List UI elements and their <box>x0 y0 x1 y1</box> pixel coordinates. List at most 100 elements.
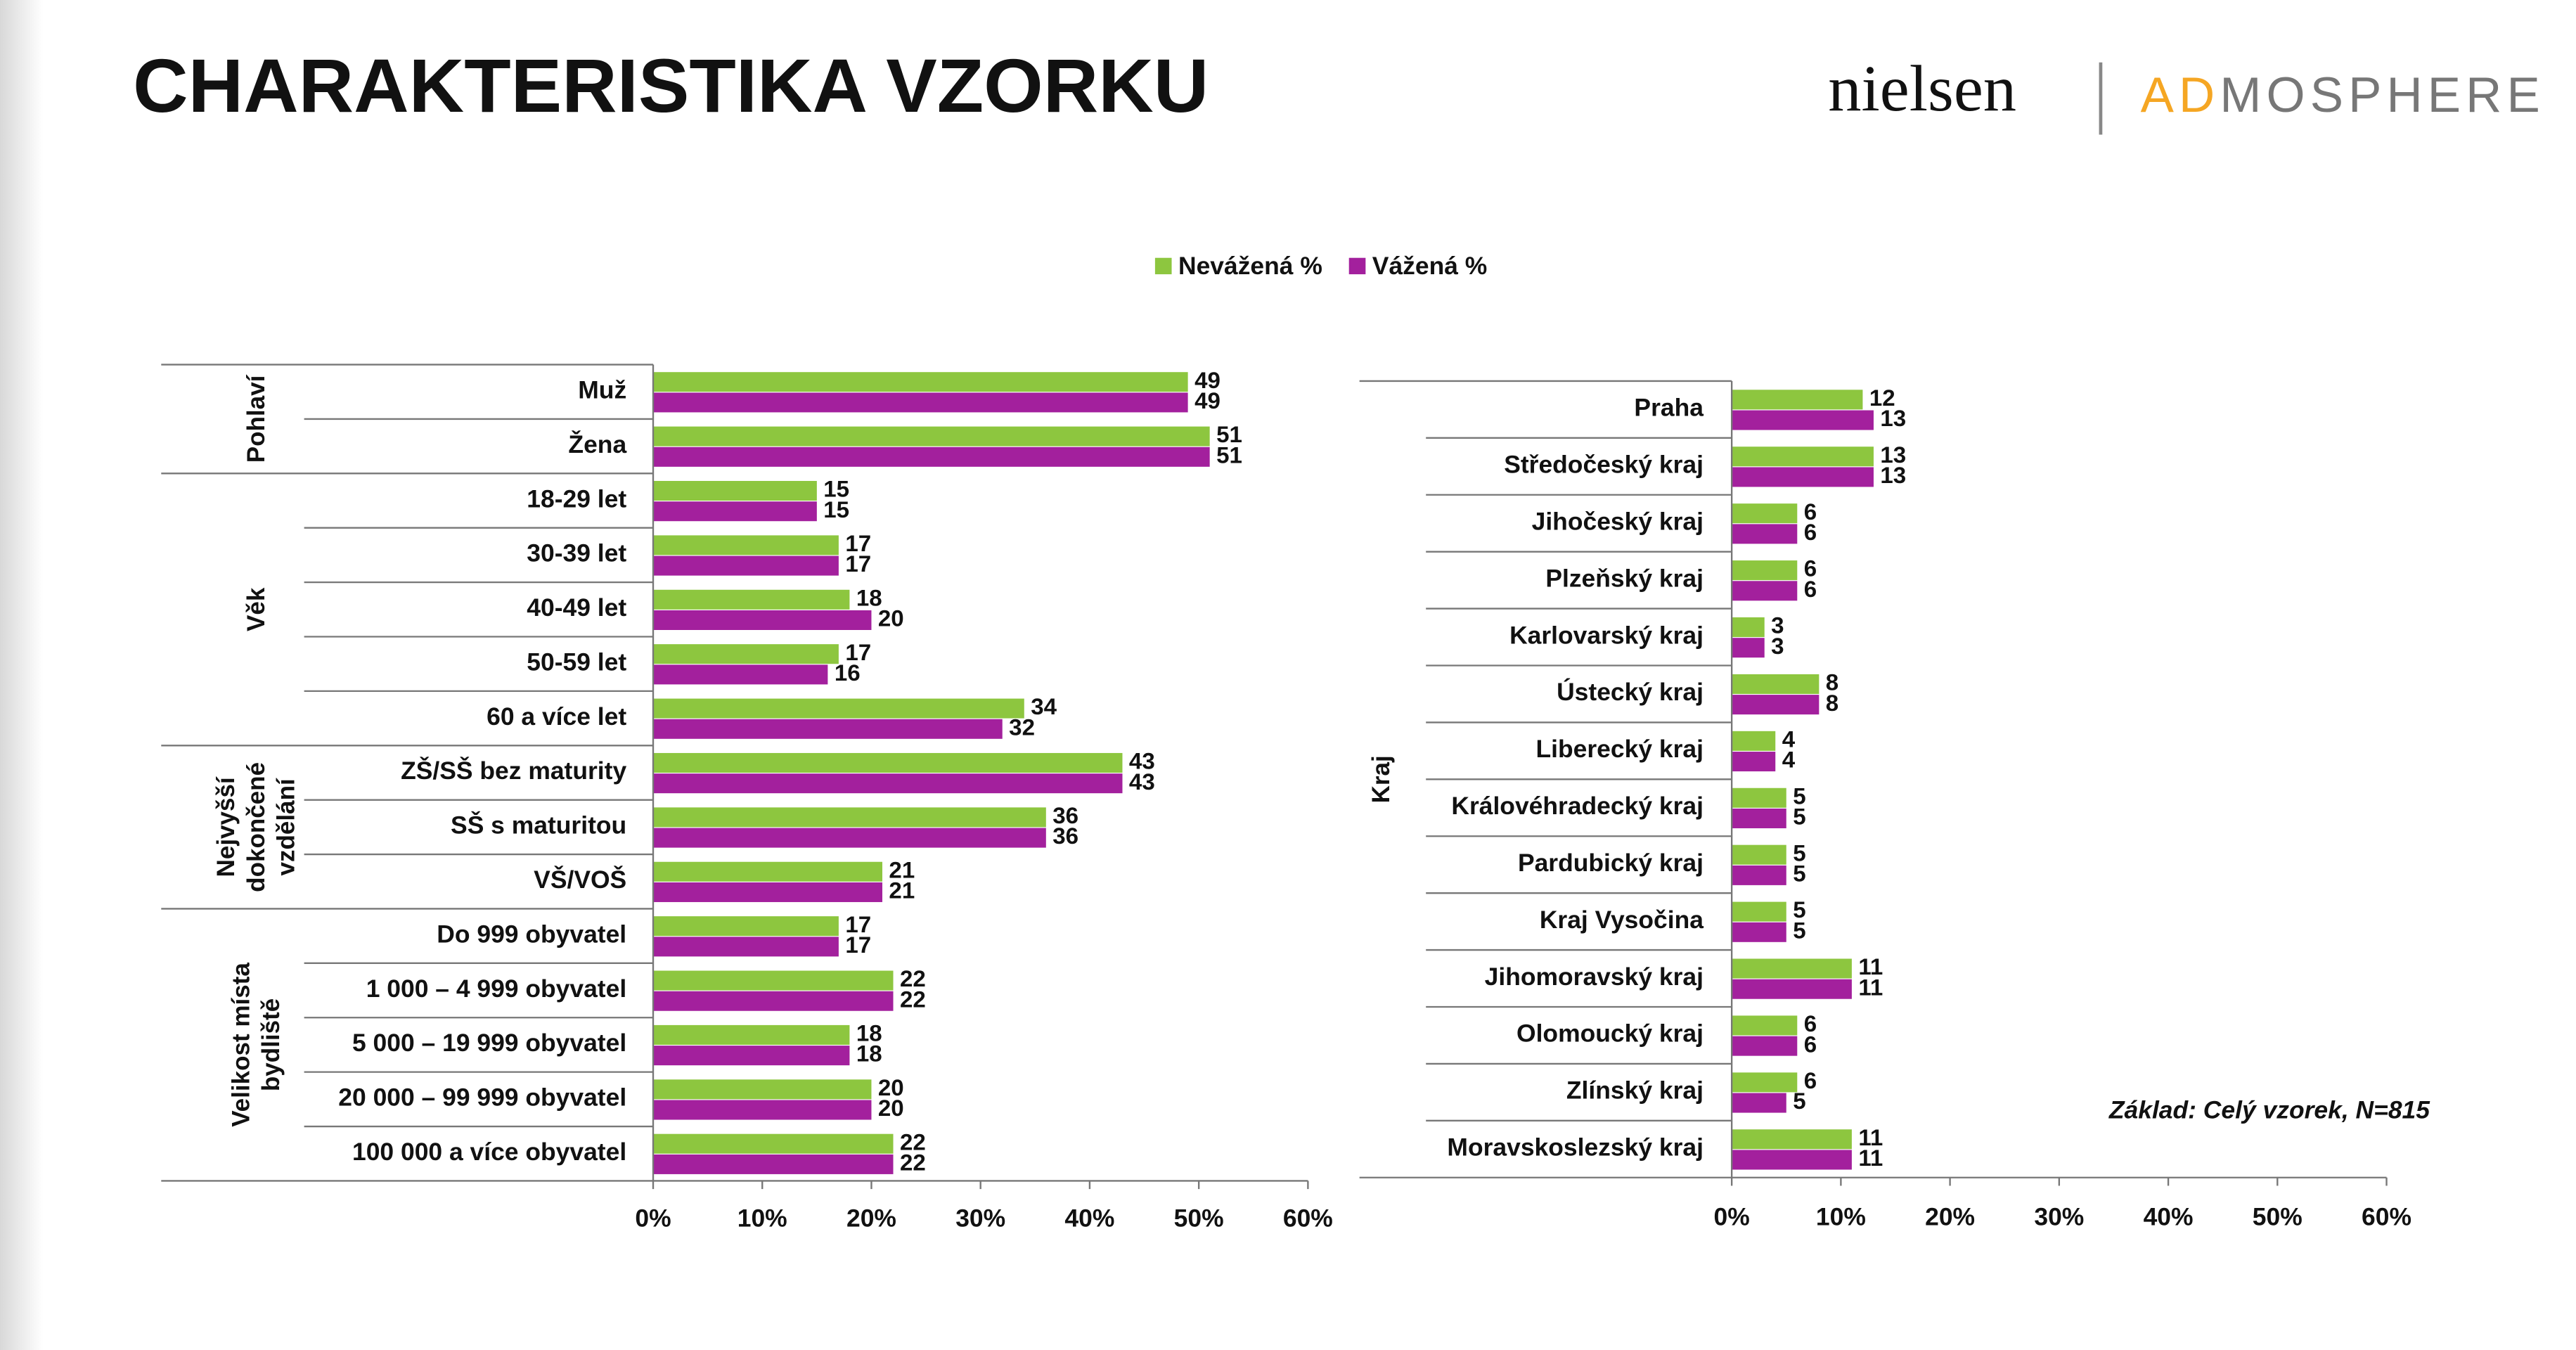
bar <box>653 535 839 555</box>
bar <box>1732 674 1820 694</box>
logo-ad: AD <box>2141 67 2220 122</box>
value-label: 49 <box>1194 367 1221 393</box>
category-label: VŠ/VOŠ <box>534 866 626 894</box>
x-tick-label: 20% <box>1925 1204 1975 1231</box>
bar <box>653 861 882 882</box>
x-tick-label: 10% <box>738 1205 787 1233</box>
bar <box>653 372 1188 392</box>
bar <box>1732 901 1786 922</box>
bar <box>1732 638 1765 658</box>
x-tick-label: 30% <box>2034 1204 2084 1231</box>
value-label: 15 <box>823 476 849 502</box>
value-label: 34 <box>1031 693 1057 719</box>
bar <box>653 882 882 902</box>
category-label: Olomoucký kraj <box>1516 1020 1704 1048</box>
bar <box>1732 788 1786 808</box>
value-label: 13 <box>1880 442 1906 468</box>
category-label: Do 999 obyvatel <box>437 921 626 949</box>
category-label: 1 000 – 4 999 obyvatel <box>366 975 626 1003</box>
bar <box>1732 560 1798 581</box>
annotation: Základ: Celý vzorek, N=815 <box>2108 1097 2431 1124</box>
value-label: 5 <box>1793 804 1805 830</box>
value-label: 6 <box>1804 1067 1817 1093</box>
category-label: 20 000 – 99 999 obyvatel <box>338 1084 626 1112</box>
category-label: Muž <box>578 377 626 404</box>
bar <box>653 807 1046 828</box>
bar <box>1732 1150 1852 1170</box>
bar <box>653 480 817 501</box>
bar <box>1732 581 1798 601</box>
bar <box>653 773 1123 794</box>
bar <box>653 555 839 576</box>
bar <box>1732 1129 1852 1150</box>
bar <box>653 1046 850 1066</box>
value-label: 4 <box>1782 726 1796 752</box>
bar <box>1732 446 1874 467</box>
value-label: 22 <box>900 1150 926 1176</box>
value-label: 22 <box>900 1129 926 1155</box>
bar <box>1732 979 1852 999</box>
bar <box>653 426 1210 446</box>
value-label: 6 <box>1804 519 1817 545</box>
category-label: 50-59 let <box>527 649 626 676</box>
legend-swatch <box>1154 257 1172 275</box>
bar <box>653 1154 894 1174</box>
value-label: 22 <box>900 986 926 1012</box>
value-label: 3 <box>1771 612 1784 638</box>
category-label: Kraj Vysočina <box>1540 906 1704 934</box>
legend-label: Vážená % <box>1372 252 1488 280</box>
bar <box>653 752 1123 773</box>
bar <box>1732 617 1765 638</box>
group-label: Věk <box>243 587 270 631</box>
bar <box>1732 731 1776 751</box>
bar <box>653 970 894 991</box>
value-label: 6 <box>1804 499 1817 525</box>
x-tick-label: 40% <box>2144 1204 2194 1231</box>
value-label: 12 <box>1869 385 1895 411</box>
group-label: bydliště <box>257 998 285 1091</box>
bar <box>1732 958 1852 979</box>
bar <box>1732 808 1786 828</box>
x-tick-label: 0% <box>1714 1204 1750 1231</box>
category-label: Plzeňský kraj <box>1545 565 1704 593</box>
value-label: 36 <box>1052 823 1078 849</box>
value-label: 5 <box>1793 840 1805 866</box>
bar <box>1732 1015 1798 1036</box>
bar <box>653 610 872 630</box>
category-label: 18-29 let <box>527 485 626 513</box>
value-label: 6 <box>1804 1010 1817 1036</box>
category-label: Jihomoravský kraj <box>1485 963 1704 991</box>
value-label: 21 <box>889 878 915 904</box>
bar <box>653 1079 872 1100</box>
value-label: 11 <box>1858 975 1883 1001</box>
value-label: 18 <box>856 585 882 611</box>
category-label: SŠ s maturitou <box>451 811 626 840</box>
bar <box>1732 922 1786 942</box>
bar <box>653 392 1188 413</box>
value-label: 6 <box>1804 576 1817 602</box>
bar <box>653 664 828 685</box>
value-label: 6 <box>1804 555 1817 581</box>
value-label: 16 <box>835 660 861 686</box>
bar <box>1732 503 1798 524</box>
logo-nielsen: nielsen <box>1828 52 2016 124</box>
bar <box>653 719 1003 739</box>
value-label: 17 <box>845 639 871 665</box>
category-label: 40-49 let <box>527 594 626 622</box>
value-label: 18 <box>856 1020 882 1046</box>
value-label: 8 <box>1826 690 1838 716</box>
bar <box>1732 752 1776 772</box>
group-label: Nejvyšší <box>212 776 240 877</box>
value-label: 4 <box>1782 747 1796 773</box>
x-tick-label: 60% <box>1283 1205 1333 1233</box>
category-label: Liberecký kraj <box>1536 735 1704 763</box>
value-label: 36 <box>1052 802 1078 828</box>
value-label: 18 <box>856 1041 882 1067</box>
value-label: 3 <box>1771 633 1784 659</box>
category-label: 60 a více let <box>487 703 626 731</box>
bar <box>1732 1036 1798 1056</box>
logo-admosphere: ADMOSPHERE <box>2141 67 2545 122</box>
bar <box>653 698 1024 719</box>
bar <box>653 644 839 664</box>
value-label: 11 <box>1858 1145 1883 1171</box>
